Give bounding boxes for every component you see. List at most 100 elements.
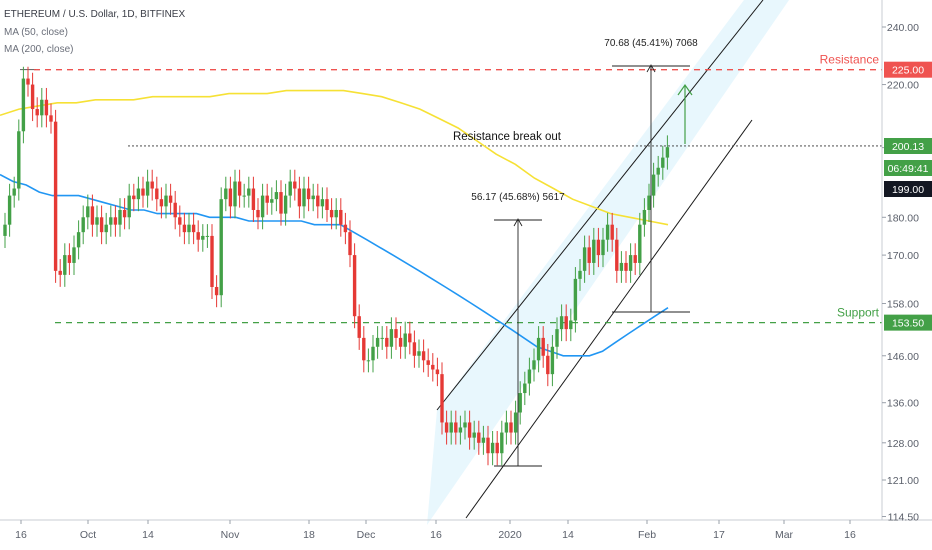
candle-body[interactable] — [380, 337, 384, 339]
candle-body[interactable] — [173, 202, 177, 218]
candle-body[interactable] — [40, 99, 44, 116]
candle-body[interactable] — [605, 224, 610, 240]
candle-body[interactable] — [113, 217, 118, 225]
candle-body[interactable] — [661, 157, 665, 168]
candle-body[interactable] — [7, 195, 12, 225]
candle-body[interactable] — [283, 195, 288, 214]
candle-body[interactable] — [444, 422, 449, 433]
candle-body[interactable] — [458, 427, 463, 433]
y-tick-label[interactable]: 128.00 — [887, 438, 919, 450]
candle-body[interactable] — [412, 342, 417, 356]
candle-body[interactable] — [366, 360, 371, 362]
candle-body[interactable] — [237, 181, 242, 196]
candle-body[interactable] — [329, 209, 334, 218]
candle-body[interactable] — [30, 84, 35, 110]
candle-body[interactable] — [343, 224, 348, 233]
candle-body[interactable] — [647, 195, 651, 210]
candle-body[interactable] — [435, 369, 440, 375]
candle-body[interactable] — [17, 131, 21, 189]
candle-body[interactable] — [339, 209, 343, 225]
candle-body[interactable] — [224, 188, 228, 200]
candle-body[interactable] — [638, 224, 642, 263]
candle-body[interactable] — [316, 195, 320, 207]
x-tick-label[interactable]: Oct — [80, 529, 96, 541]
candle-body[interactable] — [35, 109, 39, 116]
candle-body[interactable] — [311, 195, 315, 200]
candle-body[interactable] — [385, 337, 389, 347]
candle-body[interactable] — [21, 78, 26, 132]
candle-body[interactable] — [201, 235, 205, 240]
candle-body[interactable] — [504, 422, 509, 433]
candle-body[interactable] — [555, 329, 559, 347]
x-tick-label[interactable]: 18 — [303, 529, 315, 541]
candle-body[interactable] — [421, 351, 426, 361]
candle-body[interactable] — [334, 209, 338, 218]
candle-body[interactable] — [532, 360, 536, 370]
candle-body[interactable] — [118, 209, 122, 225]
prev-close-tag[interactable]: 199.00 — [892, 184, 924, 196]
candle-body[interactable] — [375, 337, 380, 347]
legend-ma50[interactable]: MA (50, close) — [4, 27, 68, 38]
candle-body[interactable] — [417, 351, 421, 356]
candle-body[interactable] — [164, 195, 168, 207]
x-tick-label[interactable]: Mar — [775, 529, 794, 541]
candle-body[interactable] — [196, 232, 200, 240]
candle-body[interactable] — [582, 247, 587, 271]
candle-body[interactable] — [205, 235, 210, 237]
candle-body[interactable] — [76, 232, 81, 248]
candle-body[interactable] — [12, 188, 16, 196]
resistance-label[interactable]: Resistance — [820, 53, 880, 67]
candle-body[interactable] — [546, 355, 550, 375]
candle-body[interactable] — [136, 188, 141, 200]
candle-body[interactable] — [182, 224, 187, 233]
candle-body[interactable] — [394, 329, 398, 338]
candle-body[interactable] — [592, 239, 596, 263]
candle-body[interactable] — [44, 99, 49, 116]
candle-body[interactable] — [601, 239, 605, 256]
candle-body[interactable] — [228, 188, 233, 207]
candle-body[interactable] — [633, 255, 637, 263]
candle-body[interactable] — [127, 195, 131, 218]
x-tick-label[interactable]: 16 — [15, 529, 27, 541]
y-tick-label[interactable]: 180.00 — [887, 212, 919, 224]
candle-body[interactable] — [260, 195, 265, 218]
candle-body[interactable] — [325, 199, 329, 210]
candle-body[interactable] — [624, 262, 628, 271]
candle-body[interactable] — [596, 239, 601, 256]
candle-body[interactable] — [628, 255, 633, 271]
candle-body[interactable] — [306, 188, 311, 200]
candle-body[interactable] — [619, 262, 624, 271]
candle-body[interactable] — [293, 181, 297, 189]
x-tick-label[interactable]: 14 — [562, 529, 574, 541]
candle-body[interactable] — [357, 316, 361, 338]
y-tick-label[interactable]: 146.00 — [887, 351, 919, 363]
candle-body[interactable] — [178, 217, 182, 225]
y-tick-label[interactable]: 114.50 — [888, 512, 919, 524]
candle-body[interactable] — [104, 224, 108, 233]
breakout-label[interactable]: Resistance break out — [453, 131, 562, 143]
ma200-line[interactable] — [0, 89, 669, 226]
legend-ma200[interactable]: MA (200, close) — [4, 44, 74, 55]
candle-body[interactable] — [472, 432, 476, 438]
candle-body[interactable] — [302, 188, 306, 207]
candle-body[interactable] — [49, 115, 53, 122]
candle-body[interactable] — [495, 442, 499, 454]
candle-body[interactable] — [389, 329, 394, 347]
candle-body[interactable] — [95, 217, 99, 225]
candle-body[interactable] — [210, 235, 214, 287]
candle-body[interactable] — [642, 209, 647, 225]
candle-body[interactable] — [67, 255, 72, 263]
candle-body[interactable] — [279, 192, 283, 214]
candle-body[interactable] — [132, 195, 136, 200]
candle-body[interactable] — [72, 247, 76, 263]
y-tick-label[interactable]: 158.00 — [887, 299, 919, 311]
support-price-tag[interactable]: 153.50 — [892, 318, 924, 330]
candle-body[interactable] — [90, 206, 95, 225]
candle-body[interactable] — [573, 278, 578, 321]
candle-body[interactable] — [550, 346, 555, 375]
channel-lower-line[interactable] — [465, 119, 753, 519]
candle-body[interactable] — [63, 255, 67, 275]
candle-body[interactable] — [463, 422, 467, 428]
candle-body[interactable] — [449, 422, 453, 433]
candle-body[interactable] — [53, 121, 58, 271]
